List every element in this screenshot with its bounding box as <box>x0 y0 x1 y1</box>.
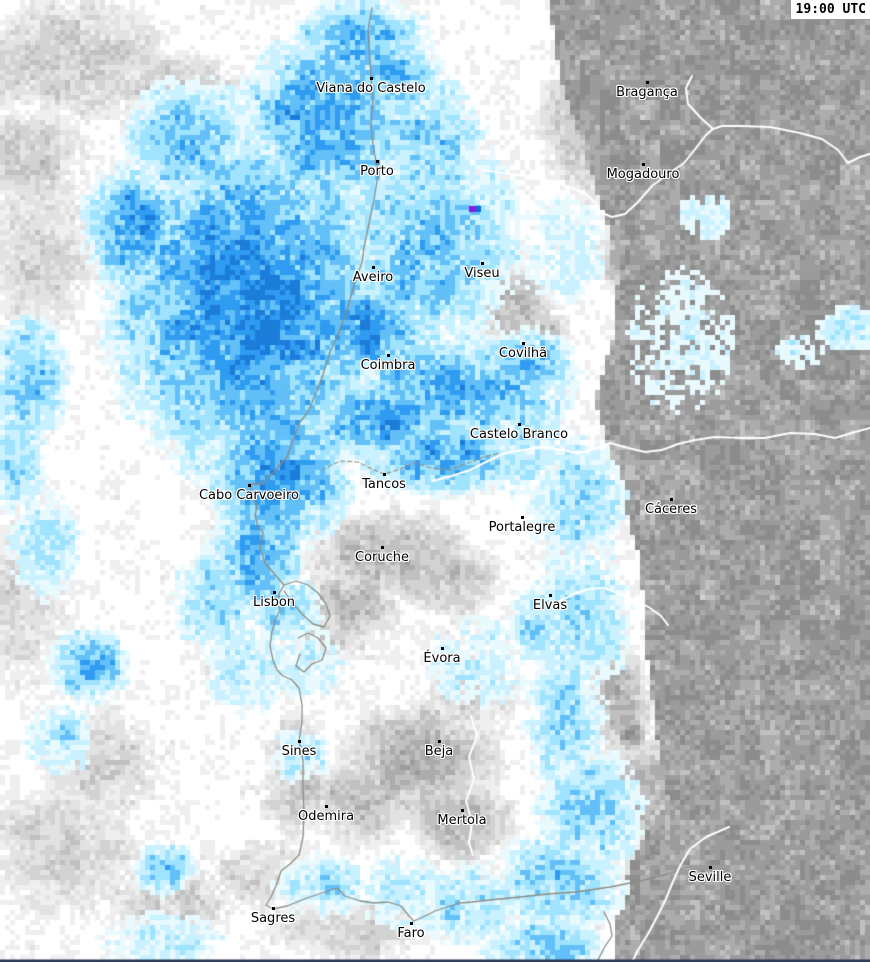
city-label: Bragança <box>616 85 678 100</box>
city-dot-icon <box>370 77 373 80</box>
city-label: Seville <box>688 870 732 885</box>
city-dot-icon <box>549 594 552 597</box>
city-dot-icon <box>438 740 441 743</box>
city-dot-icon <box>670 498 673 501</box>
city-dot-icon <box>522 342 525 345</box>
city-dot-icon <box>272 907 275 910</box>
city-dot-icon <box>709 866 712 869</box>
city-label: Évora <box>423 651 461 666</box>
city-dot-icon <box>646 81 649 84</box>
city-dot-icon <box>248 484 251 487</box>
city-dot-icon <box>461 809 464 812</box>
city-label: Aveiro <box>352 270 394 285</box>
city-label: Cáceres <box>644 502 698 517</box>
city-label: Viseu <box>464 266 500 281</box>
timestamp-badge: 19:00 UTC <box>789 0 870 20</box>
city-dot-icon <box>325 805 328 808</box>
city-label: Sagres <box>250 911 296 926</box>
city-label: Faro <box>397 926 425 941</box>
city-dot-icon <box>481 262 484 265</box>
city-label: Castelo Branco <box>469 427 569 442</box>
city-dot-icon <box>273 591 276 594</box>
city-label: Cabo Carvoeiro <box>198 488 300 503</box>
city-label: Coruche <box>355 550 409 565</box>
city-label: Mogadouro <box>606 167 680 182</box>
city-label: Portalegre <box>488 520 556 535</box>
city-dot-icon <box>521 516 524 519</box>
city-dot-icon <box>298 740 301 743</box>
city-label: Mertola <box>437 813 487 828</box>
city-dot-icon <box>383 473 386 476</box>
city-label: Odemira <box>297 809 355 824</box>
city-dot-icon <box>518 423 521 426</box>
city-label: Lisbon <box>252 595 296 610</box>
city-label: Sines <box>281 744 317 759</box>
city-dot-icon <box>642 163 645 166</box>
city-label: Viana do Castelo <box>316 81 426 96</box>
city-dot-icon <box>441 647 444 650</box>
city-dot-icon <box>410 922 413 925</box>
city-dot-icon <box>387 354 390 357</box>
city-dot-icon <box>376 160 379 163</box>
city-dot-icon <box>381 546 384 549</box>
city-dot-icon <box>372 266 375 269</box>
city-label: Covilhã <box>498 346 548 361</box>
city-label: Elvas <box>532 598 568 613</box>
city-label: Porto <box>360 164 394 179</box>
city-label: Tancos <box>362 477 406 492</box>
city-label: Coimbra <box>360 358 416 373</box>
city-label: Beja <box>424 744 454 759</box>
